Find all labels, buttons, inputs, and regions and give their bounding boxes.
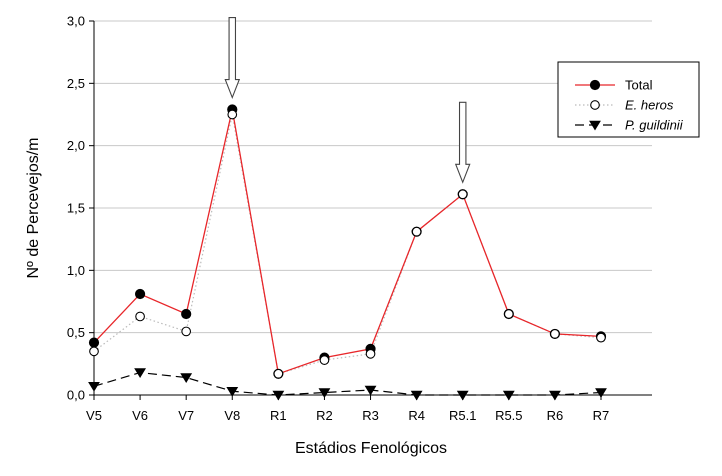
x-tick-label: R3 — [362, 408, 379, 423]
legend-label: P. guildinii — [625, 118, 684, 133]
data-point — [411, 226, 422, 237]
data-point — [273, 368, 284, 379]
legend-marker — [589, 120, 601, 131]
data-point — [226, 386, 239, 397]
series-layer — [88, 104, 607, 401]
y-tick-label: 2,5 — [67, 76, 85, 91]
y-tick-label: 2,0 — [67, 138, 85, 153]
data-point — [89, 346, 99, 357]
data-point — [595, 388, 607, 398]
y-tick-label: 0,0 — [67, 388, 85, 403]
data-point — [180, 373, 193, 383]
data-point — [88, 337, 100, 348]
x-tick-label: V7 — [178, 408, 194, 423]
y-axis-title: Nº de Percevejos/m — [25, 137, 42, 278]
x-tick-label: R6 — [547, 408, 564, 423]
y-tick-label: 1,5 — [67, 201, 85, 216]
legend-marker — [590, 100, 600, 110]
x-axis-title: Estádios Fenológicos — [295, 440, 447, 457]
x-tick-label: V6 — [132, 408, 148, 423]
data-point — [502, 390, 515, 401]
data-point — [272, 390, 285, 401]
series-line — [93, 371, 602, 396]
arrow-annotation — [454, 101, 471, 184]
arrow-annotation — [224, 16, 241, 100]
data-point — [134, 368, 147, 379]
data-point — [227, 109, 238, 120]
x-tick-label: V8 — [224, 408, 240, 423]
legend-label: E. heros — [625, 98, 674, 113]
data-point — [456, 390, 469, 401]
data-point — [88, 381, 100, 392]
x-tick-labels: V5 V6 V7 V8 R1 R2 R3 R4 R5.1 R5.5 R6 R7 — [86, 408, 609, 423]
x-tick-label: R1 — [270, 408, 287, 423]
x-tick-label: R7 — [593, 408, 610, 423]
legend-label: Total — [625, 78, 653, 93]
data-point — [318, 388, 331, 398]
data-point — [364, 385, 377, 396]
x-tick-label: R5.1 — [449, 408, 476, 423]
y-tick-label: 0,5 — [67, 325, 85, 340]
data-point — [135, 311, 145, 322]
data-point — [365, 349, 376, 359]
x-tick-label: R2 — [316, 408, 333, 423]
data-point — [319, 355, 330, 365]
data-point — [550, 329, 560, 339]
data-point — [596, 332, 606, 343]
legend-marker — [589, 79, 601, 91]
data-point — [181, 308, 192, 320]
data-point — [181, 326, 192, 337]
legend: Total E. heros P. guildinii — [557, 61, 700, 138]
series-line — [93, 109, 602, 375]
series-line — [93, 114, 602, 375]
data-point — [503, 309, 514, 319]
y-tick-labels: 0,0 0,5 1,0 1,5 2,0 2,5 3,0 — [67, 14, 85, 403]
x-tick-label: R5.5 — [495, 408, 522, 423]
data-point — [134, 288, 146, 300]
y-tick-label: 3,0 — [67, 14, 85, 29]
x-tick-label: R4 — [408, 408, 425, 423]
data-point — [548, 390, 561, 401]
annotations — [224, 16, 471, 184]
x-tick-label: V5 — [86, 408, 102, 423]
data-point — [410, 390, 423, 401]
y-tick-label: 1,0 — [67, 263, 85, 278]
data-point — [457, 189, 468, 200]
